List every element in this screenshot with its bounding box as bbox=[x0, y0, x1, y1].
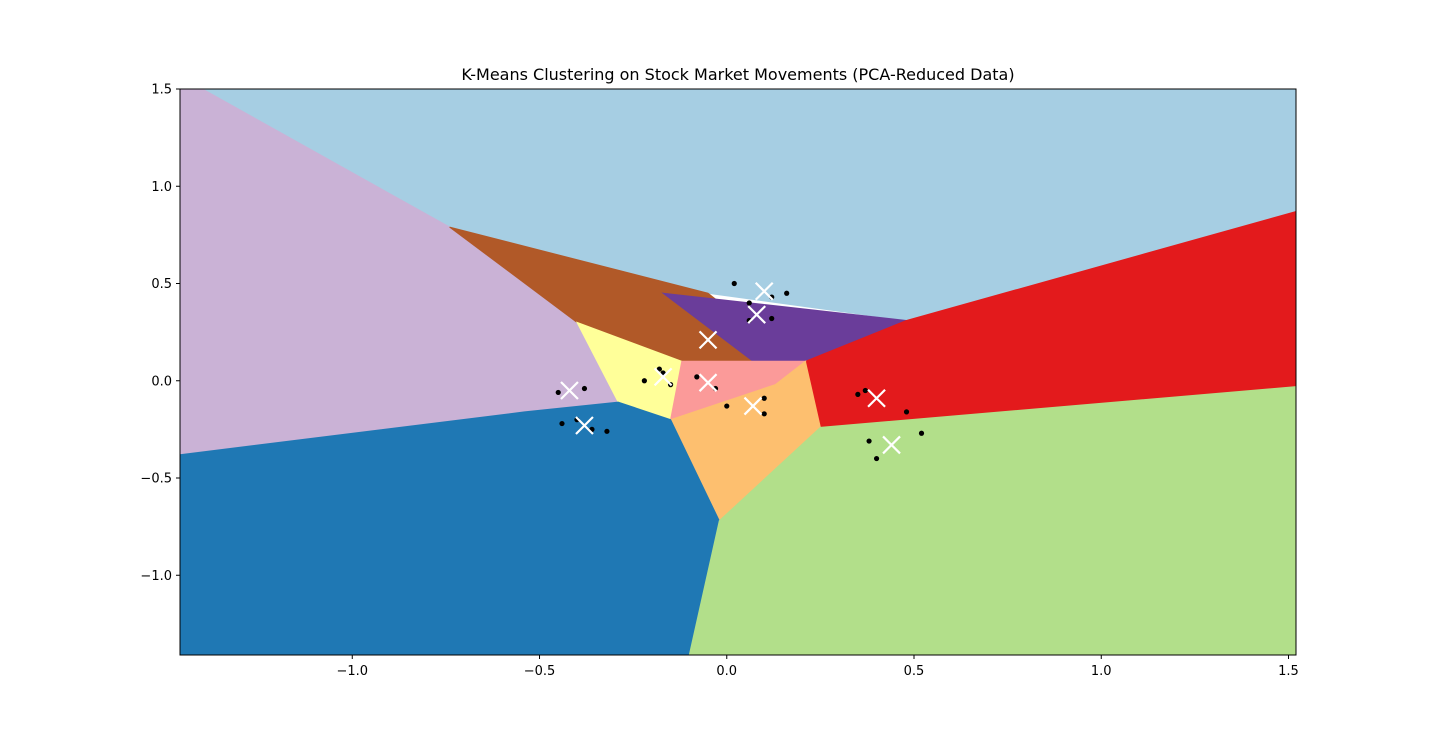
x-tick-label-5: 1.5 bbox=[1278, 664, 1299, 679]
centroid-marker-7 bbox=[867, 388, 886, 408]
chart-title: K-Means Clustering on Stock Market Movem… bbox=[461, 65, 1014, 84]
centroid-marker-0 bbox=[754, 282, 774, 301]
centroid-marker-3 bbox=[698, 373, 718, 392]
x-tick-label-0: −1.0 bbox=[336, 664, 368, 679]
y-tick-label-2: 0.0 bbox=[151, 374, 172, 389]
y-axis: −1.0 −0.5 0.0 0.5 1.0 1.5 bbox=[140, 83, 180, 584]
data-point-6 bbox=[694, 374, 700, 380]
plot-frame bbox=[179, 88, 1297, 656]
cluster-region-blue bbox=[180, 401, 720, 655]
data-point-0 bbox=[731, 280, 737, 287]
centroid-marker-2 bbox=[698, 330, 718, 350]
data-point-13 bbox=[559, 420, 565, 427]
y-tick-label-1: −0.5 bbox=[140, 472, 172, 487]
x-tick-label-3: 0.5 bbox=[904, 664, 925, 679]
y-tick-label-0: −1.0 bbox=[140, 569, 172, 584]
centroid-marker-1 bbox=[747, 305, 767, 324]
data-point-10 bbox=[761, 411, 767, 417]
x-tick-label-4: 1.0 bbox=[1091, 664, 1112, 679]
decision-regions bbox=[180, 89, 1296, 655]
data-point-23 bbox=[903, 409, 910, 415]
x-tick-label-2: 0.0 bbox=[716, 664, 737, 679]
data-point-1 bbox=[746, 300, 752, 306]
cluster-region-green bbox=[688, 386, 1296, 655]
data-point-16 bbox=[604, 428, 610, 434]
x-axis: −1.0 −0.5 0.0 0.5 1.0 1.5 bbox=[336, 655, 1299, 679]
x-tick-label-1: −0.5 bbox=[524, 664, 556, 679]
data-point-3 bbox=[784, 290, 790, 296]
data-point-5 bbox=[769, 315, 775, 322]
data-point-26 bbox=[918, 430, 925, 436]
cluster-centroids bbox=[560, 282, 901, 455]
data-point-21 bbox=[855, 391, 861, 397]
data-point-11 bbox=[555, 389, 561, 396]
data-point-9 bbox=[761, 395, 767, 401]
centroid-marker-4 bbox=[743, 396, 763, 416]
data-points bbox=[555, 280, 925, 462]
centroid-marker-5 bbox=[560, 381, 579, 400]
data-point-17 bbox=[641, 378, 647, 384]
centroid-marker-9 bbox=[653, 367, 673, 387]
y-tick-label-4: 1.0 bbox=[151, 180, 172, 195]
centroid-marker-6 bbox=[575, 416, 594, 435]
y-tick-label-3: 0.5 bbox=[151, 277, 172, 292]
data-point-22 bbox=[862, 387, 868, 394]
data-point-24 bbox=[866, 438, 872, 444]
centroid-marker-8 bbox=[882, 435, 901, 455]
data-point-8 bbox=[724, 403, 730, 409]
data-point-25 bbox=[873, 455, 880, 462]
data-point-12 bbox=[581, 385, 588, 392]
y-tick-label-5: 1.5 bbox=[151, 83, 172, 98]
